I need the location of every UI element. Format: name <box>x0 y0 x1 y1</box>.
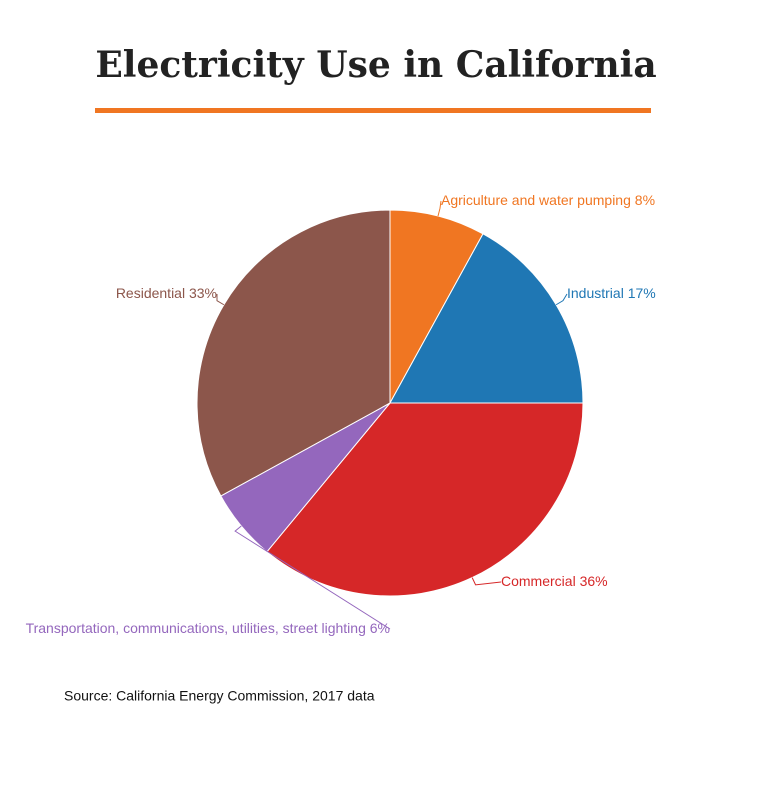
slice-value-label: 8% <box>635 192 655 208</box>
slice-value-label: 33% <box>189 285 217 301</box>
slice-value-label: 36% <box>580 573 608 589</box>
slice-category: Commercial <box>501 573 576 589</box>
source-note: Source: California Energy Commission, 20… <box>64 688 375 704</box>
slice-label: Commercial 36% <box>501 573 608 589</box>
title-underline <box>95 108 651 113</box>
chart-title: Electricity Use in California <box>95 44 656 86</box>
slice-value-label: 6% <box>370 620 390 636</box>
slice-label: Agriculture and water pumping 8% <box>441 192 655 208</box>
leader-line <box>216 293 225 306</box>
slice-label: Industrial 17% <box>567 285 656 301</box>
slice-category: Transportation, communications, utilitie… <box>26 620 366 636</box>
pie-slice <box>196 209 391 497</box>
leader-line <box>471 577 502 586</box>
slice-category: Industrial <box>567 285 624 301</box>
pie-slice <box>389 233 584 404</box>
slice-category: Agriculture and water pumping <box>441 192 631 208</box>
slice-label: Transportation, communications, utilitie… <box>26 620 390 636</box>
leader-line <box>234 525 391 630</box>
slice-value-label: 17% <box>628 285 656 301</box>
leader-line <box>555 293 568 306</box>
pie-slice <box>389 209 484 404</box>
slice-category: Residential <box>116 285 185 301</box>
slice-label: Residential 33% <box>116 285 217 301</box>
leader-line <box>437 200 442 217</box>
